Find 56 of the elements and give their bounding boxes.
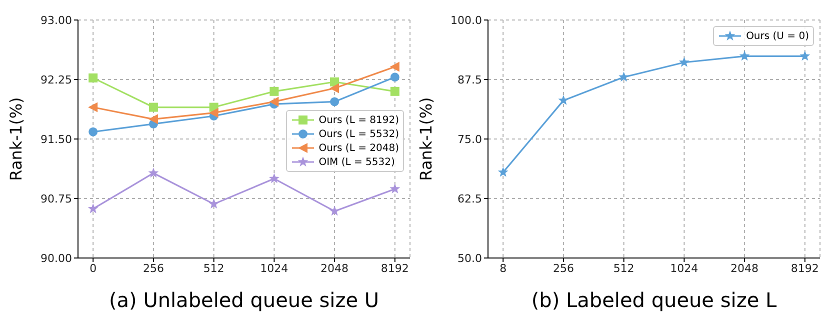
x-tick-label: 1024 [260, 262, 288, 275]
point [88, 203, 98, 214]
point [270, 86, 279, 96]
point [498, 166, 508, 177]
point [88, 127, 98, 136]
y-tick-label: 75.0 [458, 132, 482, 146]
point [88, 102, 98, 112]
point [208, 108, 218, 118]
point [269, 96, 279, 107]
y-axis-title: Rank-1(%) [6, 97, 26, 181]
point [330, 83, 340, 94]
point [148, 168, 159, 178]
point [800, 50, 810, 61]
point [390, 72, 400, 82]
x-tick-label: 2048 [730, 262, 759, 275]
point [390, 86, 400, 96]
point [88, 73, 98, 82]
legend-label: Ours (L = 8192) [318, 114, 399, 126]
legend-label: OIM (L = 5532) [318, 156, 395, 168]
point [558, 94, 569, 105]
point [208, 198, 220, 209]
point [390, 183, 400, 194]
point [390, 62, 400, 72]
x-tick-label: 8 [500, 262, 507, 275]
legend-label: Ours (U = 0) [746, 30, 809, 42]
text: (a) Unlabeled queue size U [108, 288, 380, 312]
y-tick-label: 62.5 [458, 192, 482, 206]
point [268, 173, 280, 184]
legend-label: Ours (L = 2048) [318, 142, 399, 154]
y-tick-label: 87.5 [458, 73, 482, 86]
y-tick-label: 100.0 [450, 14, 482, 27]
x-tick-label: 8192 [790, 262, 819, 275]
legend-label: Ours (L = 5532) [318, 128, 399, 140]
point [148, 102, 158, 112]
x-tick-label: 8192 [380, 262, 409, 275]
x-tick-label: 2048 [320, 262, 349, 275]
y-tick-label: 93.00 [40, 14, 72, 27]
point [618, 72, 630, 82]
x-tick-label: 1024 [670, 262, 698, 275]
x-tick-label: 512 [613, 262, 634, 275]
y-tick-label: 92.25 [40, 73, 72, 86]
y-tick-label: 91.50 [40, 132, 72, 146]
x-tick-label: 512 [203, 262, 224, 275]
y-axis-title: Rank-1(%) [416, 97, 436, 181]
y-tick-label: 50.0 [458, 252, 482, 265]
y-tick-label: 90.00 [40, 252, 72, 265]
point [330, 97, 340, 106]
text: (b) Labeled queue size L [530, 288, 778, 312]
x-tick-label: 256 [552, 262, 574, 275]
y-tick-label: 90.75 [40, 192, 72, 206]
x-tick-label: 0 [90, 262, 97, 275]
x-tick-label: 256 [142, 262, 164, 275]
point [148, 114, 158, 124]
point [739, 50, 750, 61]
point [678, 56, 690, 67]
point [329, 206, 340, 216]
